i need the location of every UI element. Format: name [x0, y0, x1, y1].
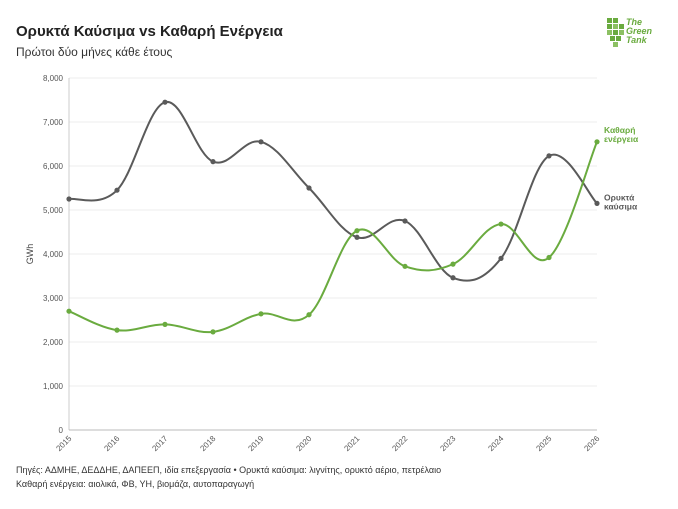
x-tick-label: 2023 — [438, 434, 457, 453]
x-tick-label: 2021 — [342, 434, 361, 453]
x-tick-label: 2018 — [198, 434, 217, 453]
data-point-clean — [450, 261, 456, 267]
x-tick-label: 2025 — [534, 434, 553, 453]
y-tick-label: 3,000 — [43, 294, 64, 303]
data-point-fossil — [258, 139, 264, 145]
x-tick-label: 2024 — [486, 434, 505, 453]
data-point-clean — [258, 311, 264, 317]
data-point-fossil — [354, 234, 360, 240]
y-axis-title: GWh — [25, 244, 35, 265]
y-tick-label: 1,000 — [43, 382, 64, 391]
data-point-clean — [402, 263, 408, 269]
x-tick-label: 2015 — [54, 434, 73, 453]
data-point-fossil — [66, 196, 72, 202]
series-end-label-fossil: καύσιμα — [604, 201, 638, 211]
data-point-fossil — [162, 99, 168, 105]
y-tick-label: 2,000 — [43, 338, 64, 347]
chart-title: Ορυκτά Καύσιμα vs Καθαρή Ενέργεια — [16, 23, 283, 40]
x-tick-label: 2026 — [582, 434, 601, 453]
y-tick-label: 8,000 — [43, 74, 64, 83]
series-end-label-clean: ενέργεια — [604, 134, 639, 144]
data-point-clean — [594, 139, 600, 145]
data-point-clean — [354, 228, 360, 234]
footer-clean-definition: Καθαρή ενέργεια: αιολικά, ΦΒ, ΥΗ, βιομάζ… — [16, 479, 255, 489]
logo-text-the: The — [626, 17, 643, 27]
data-point-clean — [114, 327, 120, 333]
green-tank-logo-icon — [607, 18, 624, 47]
x-tick-label: 2020 — [294, 434, 313, 453]
data-point-fossil — [210, 159, 216, 165]
logo-text-tank: Tank — [626, 35, 647, 45]
x-tick-label: 2017 — [150, 434, 169, 453]
data-point-clean — [306, 312, 312, 318]
y-tick-label: 5,000 — [43, 206, 64, 215]
data-point-fossil — [306, 185, 312, 191]
chart-subtitle: Πρώτοι δύο μήνες κάθε έτους — [16, 45, 173, 59]
y-tick-label: 0 — [59, 426, 64, 435]
footer-sources: Πηγές: ΑΔΜΗΕ, ΔΕΔΔΗΕ, ΔΑΠΕΕΠ, ιδία επεξε… — [16, 465, 442, 475]
logo: The Green Tank — [606, 16, 652, 50]
y-tick-label: 7,000 — [43, 118, 64, 127]
y-tick-label: 6,000 — [43, 162, 64, 171]
logo-text-green: Green — [626, 26, 653, 36]
x-tick-label: 2016 — [102, 434, 121, 453]
series-end-label-clean: Καθαρή — [604, 125, 635, 135]
data-point-clean — [66, 308, 72, 314]
data-point-clean — [546, 254, 552, 261]
x-tick-label: 2022 — [390, 434, 409, 453]
data-point-fossil — [402, 218, 408, 224]
data-point-clean — [498, 221, 504, 227]
data-point-fossil — [114, 187, 120, 193]
series-end-label-fossil: Ορυκτά — [604, 192, 635, 202]
data-point-clean — [210, 329, 216, 335]
data-point-fossil — [594, 200, 600, 206]
data-point-fossil — [546, 153, 552, 159]
series-line-clean — [68, 140, 598, 334]
y-tick-label: 4,000 — [43, 250, 64, 259]
x-tick-label: 2019 — [246, 434, 265, 453]
data-point-fossil — [498, 255, 504, 261]
data-point-clean — [162, 321, 168, 327]
data-point-fossil — [450, 275, 456, 281]
